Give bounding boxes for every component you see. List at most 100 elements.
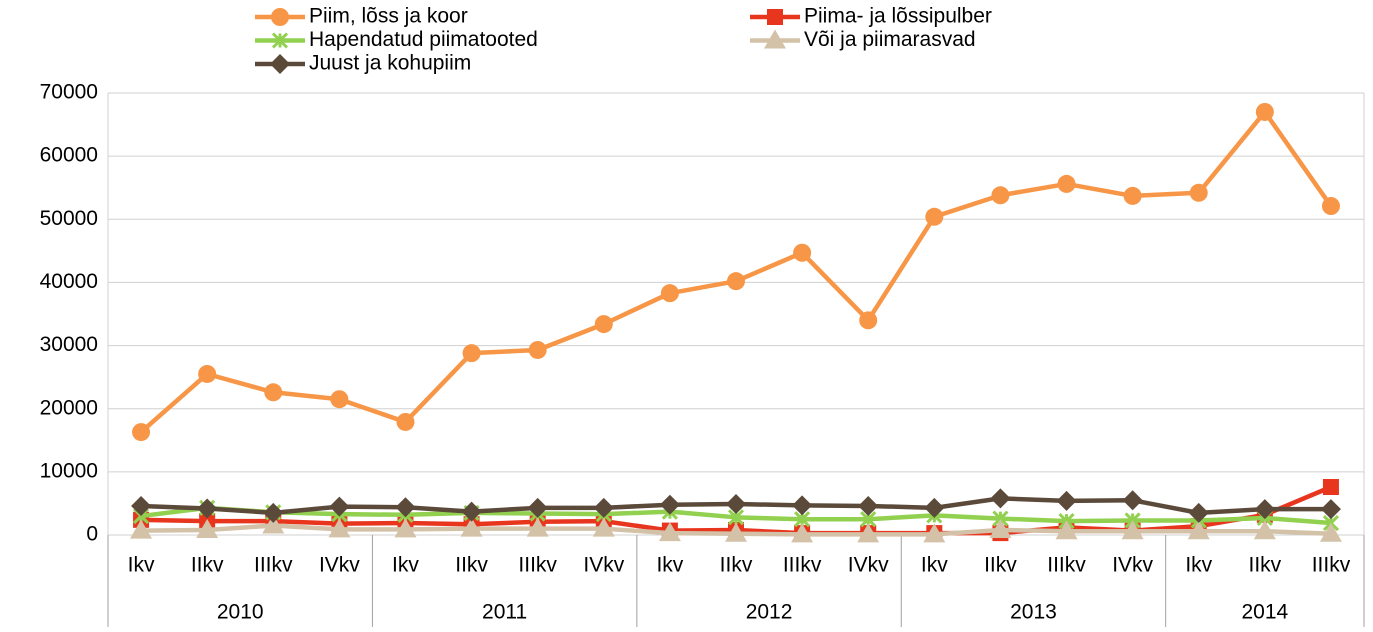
marker (263, 502, 284, 523)
marker (767, 9, 783, 25)
marker (592, 517, 615, 537)
marker (725, 522, 747, 542)
x-tick-label: IVkv (583, 554, 624, 577)
series (131, 488, 1341, 523)
legend-label: Juust ja kohupiim (309, 52, 471, 75)
x-tick-label: IIkv (455, 554, 488, 577)
marker (658, 522, 681, 542)
x-tick-label: IVkv (848, 554, 889, 577)
y-tick-label: 10000 (40, 459, 98, 482)
marker (924, 497, 945, 518)
marker (792, 495, 813, 516)
marker (791, 523, 814, 543)
x-tick-label: Ikv (128, 554, 155, 577)
x-tick-label: Ikv (1185, 554, 1212, 577)
marker (989, 518, 1012, 538)
marker (1319, 522, 1342, 542)
series (130, 514, 1342, 543)
x-tick-label: IIkv (1249, 554, 1282, 577)
x-tick-label: IIIkv (783, 554, 822, 577)
x-tick-label: IIkv (191, 554, 224, 577)
y-tick-label: 70000 (40, 81, 98, 104)
y-tick-label: 0 (86, 523, 98, 546)
marker (1056, 490, 1077, 511)
marker (793, 243, 812, 262)
marker (594, 315, 613, 334)
marker (130, 519, 153, 539)
y-tick-label: 20000 (40, 396, 98, 419)
marker (1121, 520, 1144, 540)
legend-label: Piima- ja lõssipulber (804, 5, 992, 28)
marker (764, 29, 786, 49)
marker (264, 383, 283, 402)
marker (262, 514, 285, 534)
y-tick-label: 60000 (40, 144, 98, 167)
x-tick-label: Ikv (656, 554, 683, 577)
y-tick-label: 30000 (40, 333, 98, 356)
marker (858, 495, 879, 516)
marker (659, 494, 680, 515)
marker (197, 498, 218, 519)
marker (1322, 479, 1339, 496)
marker (395, 497, 416, 518)
marker (726, 494, 746, 515)
x-tick-label: IVkv (1112, 554, 1153, 577)
marker (1055, 520, 1078, 540)
legend-label: Hapendatud piimatooted (309, 28, 538, 51)
marker (859, 311, 878, 330)
marker (1253, 520, 1276, 540)
marker (1320, 499, 1341, 520)
x-group-label: 2012 (746, 601, 793, 624)
marker (925, 207, 944, 226)
marker (196, 518, 219, 538)
marker (857, 523, 880, 543)
y-tick-label: 40000 (40, 270, 98, 293)
x-tick-label: IIIkv (254, 554, 293, 577)
marker (1189, 183, 1208, 202)
marker (1123, 186, 1142, 205)
x-tick-label: IIIkv (1047, 554, 1086, 577)
marker (462, 344, 481, 363)
marker (660, 284, 679, 303)
marker (1255, 102, 1274, 121)
marker (270, 54, 290, 74)
marker (271, 32, 289, 49)
marker (132, 423, 151, 442)
marker (1321, 197, 1340, 216)
x-group-label: 2013 (1010, 601, 1057, 624)
x-tick-label: IIkv (720, 554, 753, 577)
marker (198, 364, 217, 383)
marker (527, 497, 548, 518)
marker (1122, 490, 1143, 511)
x-group-label: 2014 (1241, 601, 1288, 624)
marker (991, 186, 1010, 205)
x-tick-label: IIIkv (518, 554, 557, 577)
legend-label: Või ja piimarasvad (804, 28, 976, 51)
marker (329, 496, 350, 517)
x-group-label: 2011 (482, 601, 527, 624)
legend-label: Piim, lõss ja koor (309, 5, 468, 28)
marker (131, 495, 152, 516)
marker (1188, 502, 1209, 523)
marker (593, 497, 614, 518)
marker (1187, 520, 1210, 540)
marker (460, 517, 483, 537)
marker (528, 340, 547, 359)
marker (271, 8, 289, 26)
series-line (139, 109, 1333, 434)
marker (1254, 499, 1275, 520)
marker (461, 501, 482, 522)
marker (727, 272, 745, 291)
marker (923, 523, 946, 543)
x-tick-label: IVkv (319, 554, 360, 577)
x-tick-label: IIkv (984, 554, 1017, 577)
y-tick-label: 50000 (40, 207, 98, 230)
marker (990, 488, 1011, 509)
marker (396, 412, 415, 431)
marker (394, 518, 417, 538)
x-tick-label: Ikv (392, 554, 419, 577)
x-group-label: 2010 (217, 601, 264, 624)
x-tick-label: Ikv (921, 554, 948, 577)
x-tick-label: IIIkv (1312, 554, 1351, 577)
